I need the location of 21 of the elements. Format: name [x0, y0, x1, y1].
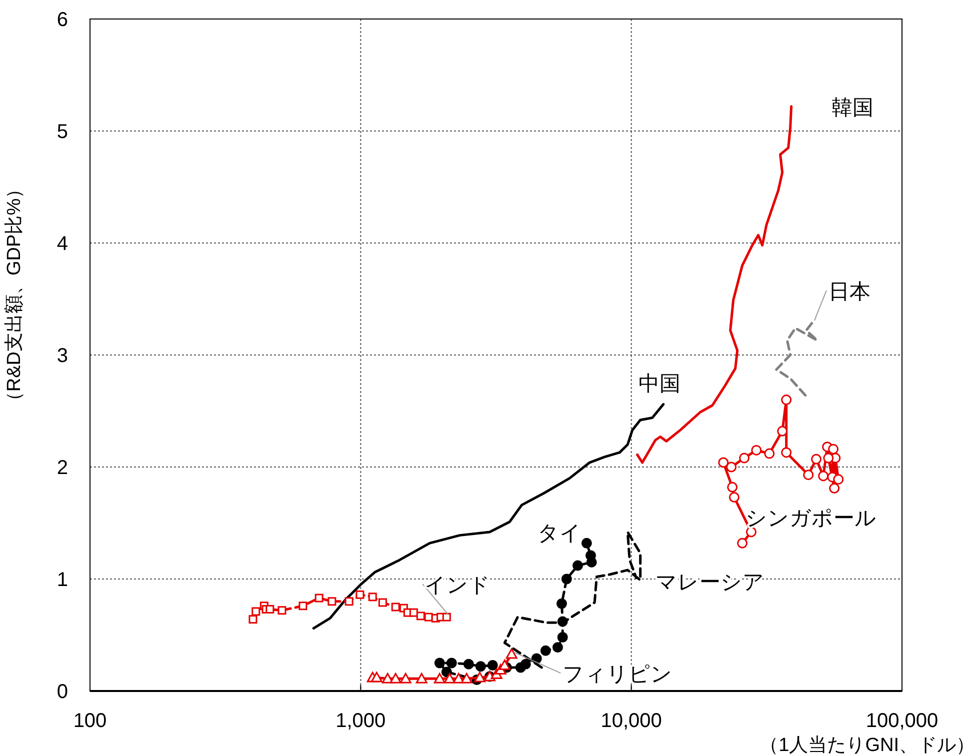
series-label: インド — [424, 574, 491, 598]
x-tick-label: 1,000 — [336, 710, 386, 732]
series-label: マレーシア — [655, 570, 764, 594]
x-tick-label: 10,000 — [600, 710, 662, 732]
x-tick-label: 100,000 — [866, 710, 938, 732]
x-tick-label: 100 — [73, 710, 107, 732]
y-tick-label: 5 — [56, 121, 68, 143]
y-tick-label: 1 — [56, 569, 68, 591]
series-label: 中国 — [638, 372, 680, 396]
y-tick-label: 0 — [56, 681, 68, 703]
text: フィリピン — [562, 663, 673, 686]
series-label: 韓国 — [831, 96, 874, 120]
y-tick-label: 4 — [56, 233, 68, 255]
y-tick-label: 3 — [56, 345, 68, 367]
x-axis-title: （1人当たりGNI、ドル） — [760, 735, 975, 755]
series-label: タイ — [538, 522, 582, 546]
series-label: 日本 — [828, 280, 870, 304]
series-label: シンガポール — [745, 507, 876, 530]
y-tick-label: 2 — [56, 457, 68, 479]
y-axis-title: （R&D支出額、GDP比%） — [4, 179, 25, 411]
y-tick-label: 6 — [56, 9, 68, 31]
